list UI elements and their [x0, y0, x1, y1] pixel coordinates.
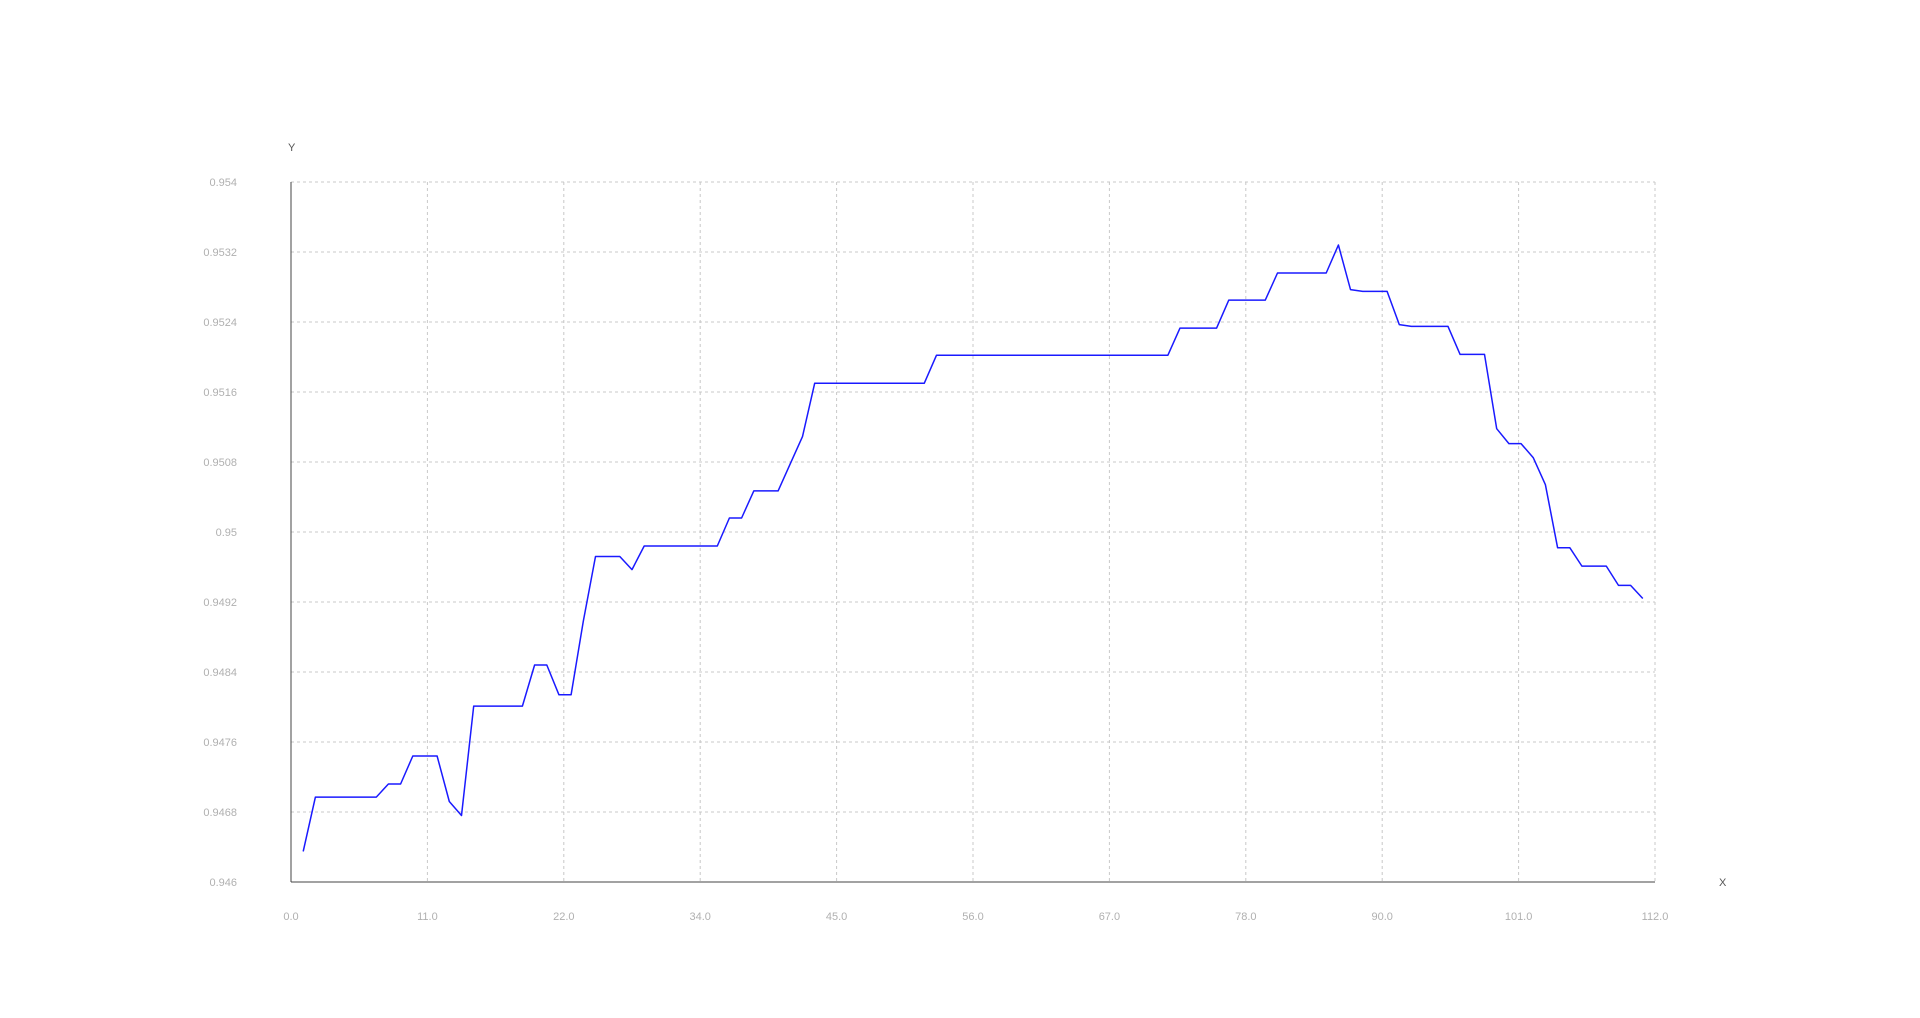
x-tick-label: 90.0: [1371, 911, 1392, 923]
y-tick-label: 0.946: [209, 877, 237, 889]
x-tick-label: 78.0: [1235, 911, 1256, 923]
series-line: [302, 244, 1644, 852]
grid: [291, 181, 1656, 882]
x-tick-label: 67.0: [1099, 911, 1120, 923]
y-tick-label: 0.9468: [203, 807, 237, 819]
x-axis-label: X: [1719, 877, 1727, 889]
y-tick-labels: 0.946 0.9468 0.9476 0.9484 0.9492 0.95 0.9508 0…: [203, 177, 237, 889]
x-tick-label: 112.0: [1642, 911, 1669, 923]
y-tick-label: 0.9516: [203, 387, 237, 399]
x-tick-label: 0.0: [283, 911, 298, 923]
y-tick-label: 0.9484: [203, 667, 237, 679]
y-axis-label: Y: [288, 142, 296, 154]
x-tick-label: 45.0: [826, 911, 847, 923]
x-tick-label: 101.0: [1505, 911, 1533, 923]
series: [302, 244, 1644, 852]
y-tick-label: 0.9476: [203, 737, 237, 749]
y-tick-label: 0.9492: [203, 597, 237, 609]
y-tick-label: 0.95: [216, 527, 237, 539]
axes: [290, 182, 1655, 883]
y-tick-label: 0.9508: [203, 457, 237, 469]
x-tick-labels: 0.0 11.0 22.0 34.0 45.0 56.0 67.0 78.0 90.0 101.0…: [283, 911, 1668, 923]
y-tick-label: 0.954: [209, 177, 237, 189]
y-tick-label: 0.9532: [203, 247, 237, 259]
x-tick-label: 11.0: [417, 911, 438, 923]
y-tick-label: 0.9524: [203, 317, 237, 329]
x-tick-label: 56.0: [962, 911, 983, 923]
x-tick-label: 34.0: [689, 911, 710, 923]
x-tick-label: 22.0: [553, 911, 574, 923]
